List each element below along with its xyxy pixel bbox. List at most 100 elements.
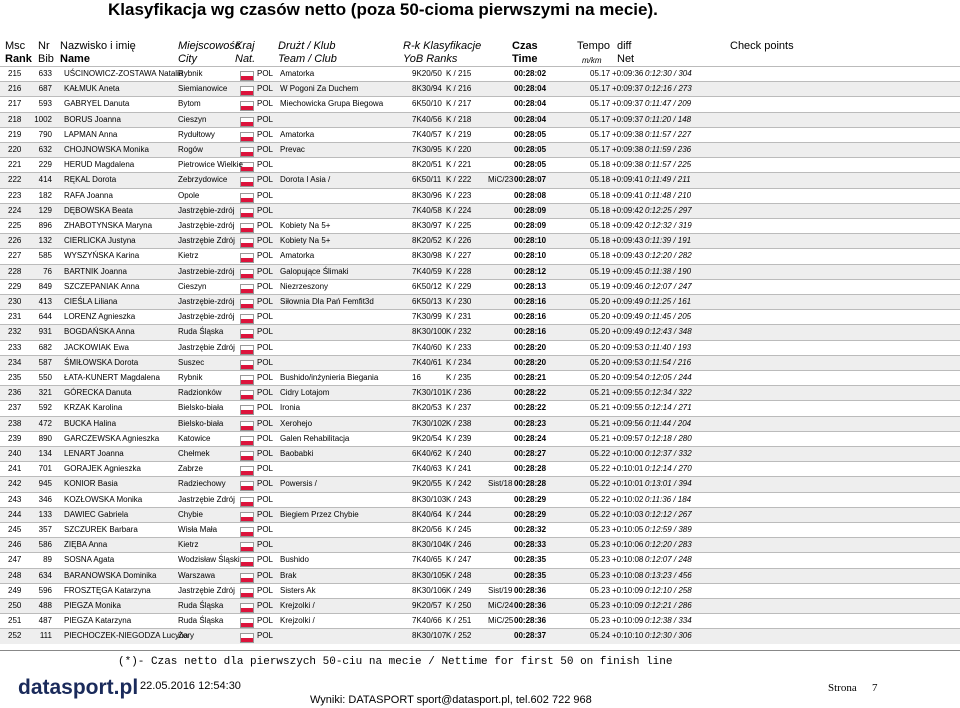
name: BOGDAŃSKA Anna [64, 327, 135, 337]
yob-rank: 7K30/101 [412, 388, 447, 398]
tempo: 05.20 [590, 342, 611, 352]
city: Rydułtowy [178, 129, 215, 139]
net: 0:12:20 / 282 [645, 251, 692, 261]
diff: +0:09:57 [612, 433, 644, 443]
bib: 472 [38, 418, 52, 428]
diff: +0:09:55 [612, 388, 644, 398]
tempo: 05.18 [590, 190, 611, 200]
flag [240, 268, 254, 279]
result-row: 245 357 SZCZUREK Barbara Wisła Mała POL 8K20/… [0, 522, 960, 538]
flag [240, 603, 254, 613]
time: 00:28:28 [514, 464, 547, 474]
net: 0:12:32 / 319 [645, 221, 692, 230]
nat: POL [257, 266, 274, 276]
column-header: Nat. [235, 53, 256, 65]
result-row: 230 413 CIEŚLA Liliana Jastrzębie-zdrój POL S… [0, 294, 960, 310]
rank: 222 [8, 175, 22, 185]
diff: +0:09:56 [612, 418, 644, 428]
flag [240, 283, 254, 294]
result-row: 240 134 LENART Joanna Chełmek POL Baobabki 6K4… [0, 446, 960, 462]
nat: POL [257, 631, 274, 641]
name: ŁATA-KUNERT Magdalena [64, 373, 160, 382]
nat: POL [257, 205, 274, 215]
time: 00:28:36 [514, 585, 547, 595]
rank: 250 [8, 601, 22, 610]
gender-rank: K / 232 [446, 327, 472, 337]
tempo: 05.18 [590, 251, 611, 261]
bib: 592 [38, 403, 52, 413]
flag [240, 344, 254, 355]
column-header: Team / Club [278, 53, 337, 65]
city: Żory [178, 631, 194, 641]
gender-rank: K / 215 [446, 69, 472, 78]
tempo: 05.20 [590, 297, 611, 306]
name: DAWIEC Gabriela [64, 509, 129, 519]
nat: POL [257, 388, 274, 398]
city: Wodzisław Śląski [178, 555, 240, 565]
time: 00:28:10 [514, 251, 547, 261]
bib: 587 [38, 357, 52, 367]
yob-rank: 8K30/104 [412, 540, 447, 550]
gender-rank: K / 225 [446, 221, 472, 230]
nat: POL [257, 99, 274, 109]
time: 00:28:20 [514, 342, 547, 352]
club: Prevac [280, 145, 305, 154]
diff: +0:09:38 [612, 145, 644, 154]
gender-rank: K / 219 [446, 129, 472, 139]
club: Bushido/inżynieria Biegania [280, 373, 379, 382]
flag [240, 633, 254, 644]
club: Amatorka [280, 251, 315, 261]
yob-rank: 6K50/10 [412, 99, 442, 109]
time: 00:28:09 [514, 221, 547, 230]
diff: +0:09:37 [612, 99, 644, 109]
nat: POL [257, 342, 274, 352]
tempo: 05.21 [590, 433, 611, 443]
rank: 242 [8, 479, 22, 489]
result-row: 223 182 RAFA Joanna Opole POL 8K30/96 K / 223 0… [0, 187, 960, 204]
net: 0:11:20 / 148 [645, 114, 692, 124]
time: 00:28:29 [514, 494, 547, 504]
name: CHOJNOWSKA Monika [64, 145, 149, 154]
result-row: 248 634 BARANOWSKA Dominika Warszawa POL Brak… [0, 567, 960, 584]
time: 00:28:28 [514, 479, 547, 489]
rank: 218 [8, 114, 22, 124]
rank: 237 [8, 403, 22, 413]
diff: +0:09:49 [612, 297, 644, 306]
tempo: 05.20 [590, 357, 611, 367]
result-row: 218 1002 BORUS Joanna Cieszyn POL 7K40/56 K / … [0, 111, 960, 128]
rank: 246 [8, 540, 22, 550]
diff: +0:09:43 [612, 251, 644, 261]
gender-rank: K / 234 [446, 357, 472, 367]
tempo: 05.22 [590, 479, 611, 489]
city: Ruda Śląska [178, 616, 224, 626]
gender-rank: K / 224 [446, 205, 472, 215]
club: Kobiety Na 5+ [280, 221, 331, 230]
time: 00:28:24 [514, 433, 547, 443]
nat: POL [257, 464, 274, 474]
city: Jastrzębie-zdrój [178, 205, 235, 215]
time: 00:28:35 [514, 570, 547, 580]
logo: datasport.pl [18, 676, 139, 699]
rank: 243 [8, 494, 22, 504]
tempo: 05.20 [590, 373, 611, 382]
diff: +0:09:49 [612, 312, 644, 322]
bib: 76 [43, 266, 52, 276]
city: Katowice [178, 433, 211, 443]
name: GÓRECKA Danuta [64, 388, 132, 398]
result-row: 236 321 GÓRECKA Danuta Radzionków POL Cidry L… [0, 385, 960, 402]
city: Siemianowice [178, 84, 228, 94]
result-row: 241 701 GORAJEK Agnieszka Zabrze POL 7K40/63 K… [0, 461, 960, 478]
gender-rank: K / 227 [446, 251, 472, 261]
city: Wisła Mała [178, 525, 218, 534]
bib: 229 [38, 160, 52, 170]
nat: POL [257, 601, 274, 610]
gender-rank: K / 242 [446, 479, 472, 489]
flag [240, 177, 254, 188]
yob-rank: 9K20/50 [412, 69, 442, 78]
club: Miechowicka Grupa Biegowa [280, 99, 384, 109]
flag [240, 131, 254, 142]
diff: +0:09:37 [612, 114, 644, 124]
flag [240, 375, 254, 385]
diff: +0:10:06 [612, 540, 644, 550]
